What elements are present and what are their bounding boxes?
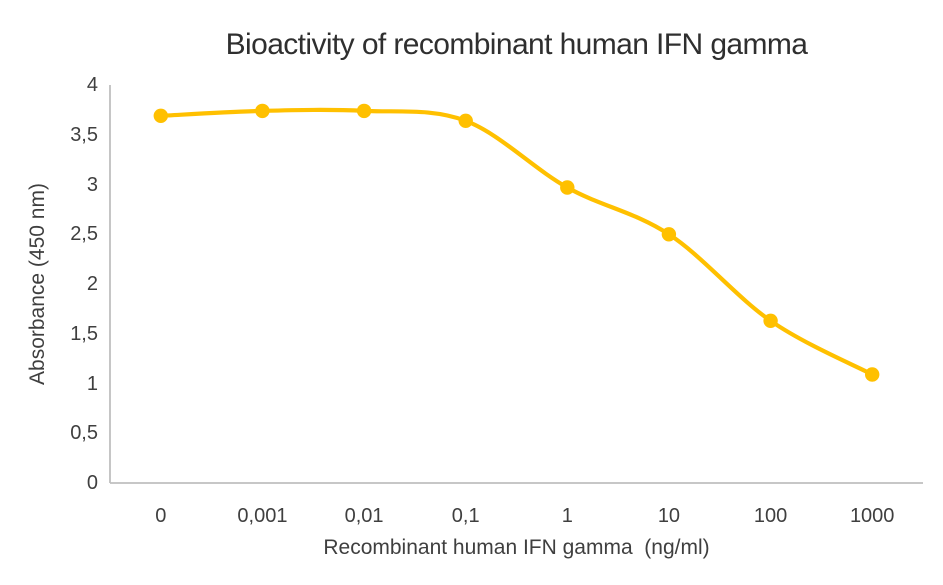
y-tick-label: 0 [86, 472, 98, 494]
x-tick-label: 0,01 [344, 505, 384, 527]
series-marker [763, 313, 778, 328]
series-marker [865, 367, 880, 382]
x-tick-label: 0,1 [451, 505, 480, 527]
x-tick-label: 1 [561, 505, 573, 527]
series-line [158, 107, 875, 377]
chart-title: Bioactivity of recombinant human IFN gam… [225, 28, 808, 61]
y-tick-label: 3,5 [70, 123, 98, 146]
y-tick-label: 1 [86, 372, 98, 395]
y-tick-label: 4 [86, 74, 98, 96]
series-marker [153, 108, 168, 124]
y-tick-label: 2,5 [70, 223, 98, 246]
x-tick-label: 0 [155, 505, 167, 527]
x-tick-label: 100 [753, 505, 788, 527]
series-marker [560, 180, 575, 195]
y-tick-label: 3 [86, 173, 98, 196]
y-tick-label: 1,5 [70, 322, 98, 345]
x-tick-label: 10 [657, 505, 681, 527]
series-marker [458, 113, 473, 128]
y-tick-label: 0,5 [70, 422, 98, 445]
x-tick-label: 1000 [849, 505, 895, 527]
y-tick-label: 2 [86, 273, 98, 295]
series-marker [356, 103, 372, 119]
series-marker [255, 103, 270, 119]
x-tick-label: 0,001 [237, 505, 288, 527]
x-axis-title: Recombinant human IFN gamma (ng/ml) [323, 536, 710, 559]
series-marker [661, 227, 677, 242]
